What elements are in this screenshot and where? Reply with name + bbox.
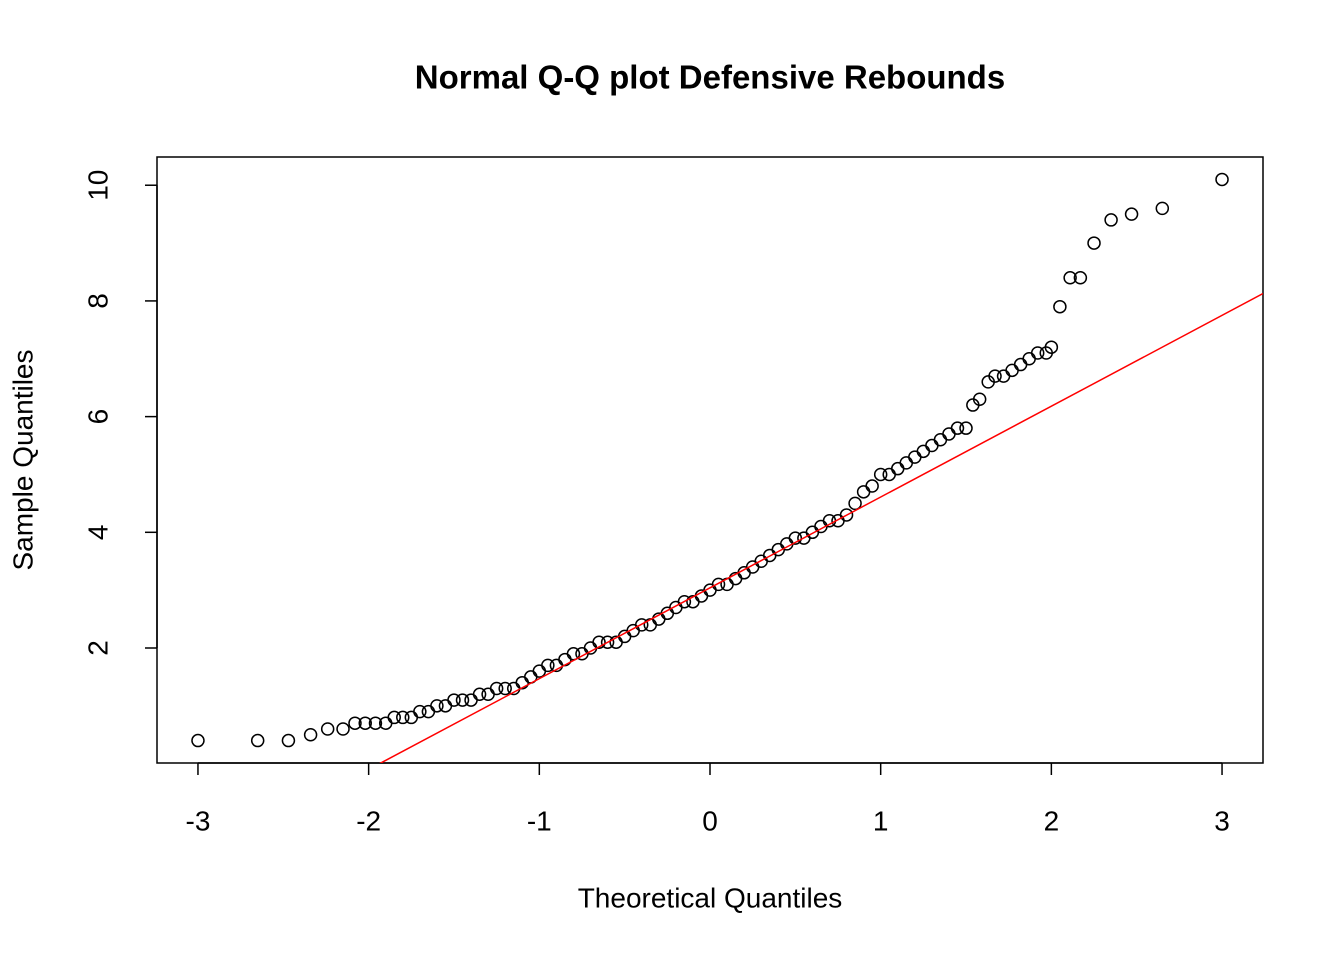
point <box>1073 271 1088 285</box>
point <box>865 479 879 493</box>
point <box>320 722 335 736</box>
point <box>250 733 265 748</box>
point <box>336 722 350 736</box>
point <box>873 467 888 482</box>
point <box>996 369 1011 383</box>
point <box>839 508 854 522</box>
x-tick-label: 3 <box>1214 805 1230 836</box>
point <box>643 618 658 632</box>
point <box>481 687 495 702</box>
chart-title: Normal Q-Q plot Defensive Rebounds <box>415 59 1005 96</box>
point <box>1005 363 1019 378</box>
y-tick-label: 6 <box>82 409 113 425</box>
point <box>856 485 871 499</box>
point <box>831 513 845 528</box>
point <box>933 433 948 447</box>
qq-line <box>379 292 1263 763</box>
point <box>711 577 726 592</box>
point <box>959 421 973 435</box>
y-axis-label: Sample Quantiles <box>7 349 38 570</box>
point <box>1124 207 1139 221</box>
point <box>358 716 372 730</box>
point <box>387 710 401 725</box>
x-tick-label: 1 <box>873 805 889 836</box>
point <box>532 664 547 678</box>
point <box>421 704 436 719</box>
point <box>950 421 965 435</box>
point <box>1215 172 1229 187</box>
y-tick-label: 2 <box>82 640 113 656</box>
point <box>472 687 487 702</box>
point <box>972 392 987 407</box>
point <box>805 525 820 540</box>
point <box>788 531 803 545</box>
point <box>455 693 470 707</box>
point <box>464 693 478 707</box>
point <box>447 693 461 707</box>
point <box>942 427 956 441</box>
x-tick-label: -1 <box>527 805 552 836</box>
point <box>438 699 453 713</box>
x-tick-label: 0 <box>702 805 718 836</box>
point <box>1044 340 1059 354</box>
point <box>281 733 296 748</box>
point <box>541 658 555 673</box>
point <box>1063 271 1077 285</box>
point <box>489 681 504 696</box>
point <box>1087 236 1101 250</box>
x-tick-label: -3 <box>186 805 211 836</box>
point <box>925 438 939 453</box>
point <box>988 369 1002 383</box>
point <box>1104 213 1118 227</box>
point <box>558 652 572 667</box>
y-tick-label: 10 <box>82 170 113 201</box>
point <box>1030 346 1045 360</box>
point <box>677 594 692 609</box>
point <box>890 461 905 476</box>
point <box>1022 352 1036 366</box>
point <box>600 635 615 649</box>
x-tick-label: -2 <box>356 805 381 836</box>
point <box>498 681 512 696</box>
point <box>413 704 427 719</box>
point <box>737 566 751 580</box>
x-axis-label: Theoretical Quantiles <box>578 882 843 913</box>
point <box>908 450 922 464</box>
point <box>1155 201 1170 216</box>
point <box>916 444 931 459</box>
point <box>634 618 649 632</box>
point <box>882 467 896 482</box>
point <box>430 699 444 713</box>
point <box>303 728 318 742</box>
point <box>592 635 606 649</box>
x-tick-label: 2 <box>1044 805 1060 836</box>
point <box>1053 299 1067 314</box>
point <box>396 710 410 725</box>
y-tick-label: 4 <box>82 525 113 541</box>
y-tick-label: 8 <box>82 293 113 309</box>
point <box>899 456 914 470</box>
point <box>348 716 362 730</box>
point <box>617 629 632 644</box>
point <box>191 733 205 748</box>
point <box>848 496 862 511</box>
point <box>368 716 383 730</box>
point <box>780 537 794 551</box>
point <box>1013 357 1028 372</box>
point <box>404 710 419 725</box>
